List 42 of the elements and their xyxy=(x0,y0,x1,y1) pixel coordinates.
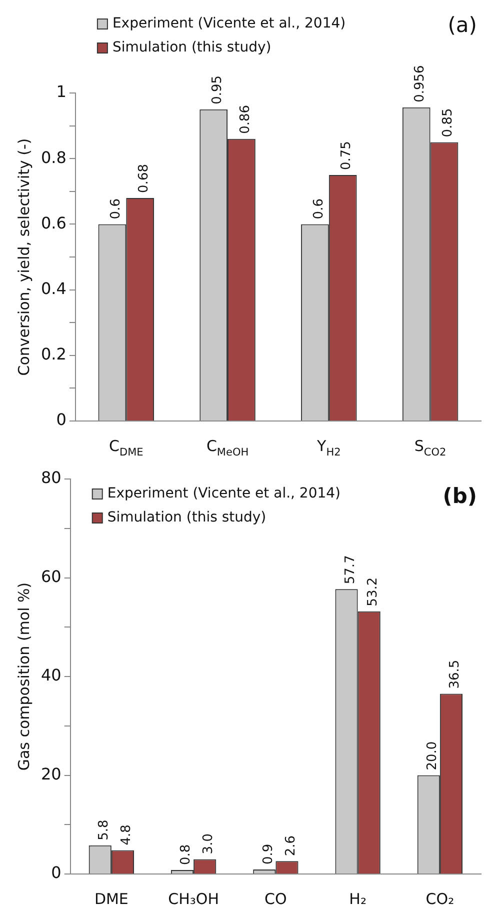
y-axis-title: Conversion, yield, selectivity (-) xyxy=(14,138,33,376)
data-label: 0.9 xyxy=(260,844,276,865)
x-tick-label: CO₂ xyxy=(426,890,454,908)
legend-label: Simulation (this study) xyxy=(112,40,272,56)
y-tick-label: 40 xyxy=(41,666,62,685)
data-label: 0.6 xyxy=(311,198,326,220)
data-label: 4.8 xyxy=(119,824,134,846)
legend-label: Experiment (Vicente et al., 2014) xyxy=(112,16,346,32)
legend-label: Experiment (Vicente et al., 2014) xyxy=(107,486,341,502)
y-tick-label: 20 xyxy=(41,764,62,784)
y-tick-label: 1 xyxy=(56,82,66,102)
data-label: 5.8 xyxy=(96,820,112,840)
data-label: 0.75 xyxy=(339,141,354,170)
y-tick-label: 80 xyxy=(41,468,62,488)
x-tick-label: DME xyxy=(94,890,128,908)
data-label: 36.5 xyxy=(448,660,463,689)
chart-title: (a) xyxy=(448,12,477,37)
y-tick-label: 0.6 xyxy=(40,213,66,232)
data-label: 0.95 xyxy=(210,75,225,104)
data-label: 0.85 xyxy=(440,108,456,138)
chart-title: (b) xyxy=(442,484,477,508)
data-label: 2.6 xyxy=(283,835,298,856)
data-label: 0.68 xyxy=(136,164,152,193)
y-tick-label: 0.8 xyxy=(40,148,66,167)
x-tick-label: H₂ xyxy=(349,890,366,908)
data-label: 0.956 xyxy=(412,65,428,102)
y-tick-label: 0.2 xyxy=(40,344,66,364)
data-label: 3.0 xyxy=(201,834,216,854)
y-tick-label: 60 xyxy=(41,566,62,586)
legend-label: Simulation (this study) xyxy=(107,510,266,526)
y-axis-title: Gas composition (mol %) xyxy=(14,582,33,771)
y-tick-label: 0 xyxy=(51,863,62,882)
data-label: 57.7 xyxy=(342,555,358,584)
y-tick-label: 0 xyxy=(56,410,66,430)
data-label: 0.8 xyxy=(178,844,194,866)
x-tick-label: CO xyxy=(264,890,287,908)
x-tick-label: CH₃OH xyxy=(168,890,219,908)
y-tick-label: 0.4 xyxy=(40,278,66,298)
data-label: 0.86 xyxy=(238,104,253,134)
data-label: 0.6 xyxy=(108,198,124,220)
data-label: 20.0 xyxy=(425,741,440,770)
data-label: 53.2 xyxy=(365,577,380,606)
